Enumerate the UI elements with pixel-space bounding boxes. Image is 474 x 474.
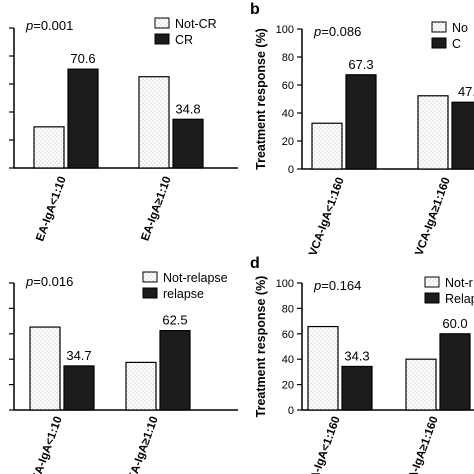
y-tick-label: 80	[282, 303, 294, 315]
bar-relapse	[159, 330, 191, 411]
data-label: 34.8	[175, 101, 200, 116]
legend-label: No	[452, 21, 468, 35]
legend-swatch	[424, 276, 440, 288]
chart-panel-3: p=0.016 34.7 EA-IgA<1:10 62.5 EA-IgA≥1:10 Not…	[9, 271, 238, 474]
legend-swatch	[431, 37, 447, 49]
bar-C	[345, 74, 377, 170]
y-tick-label: 40	[282, 354, 294, 366]
p-value-label: p=0.001	[25, 18, 73, 33]
y-tick-label: 60	[282, 329, 294, 341]
y-tick-label: 40	[282, 108, 294, 120]
bar-No	[311, 122, 343, 170]
chart-panel-2: 0 20 40 60 80 100 Treatment response (%) b p=0.0…	[250, 1, 474, 258]
legend-label: C	[452, 37, 461, 51]
bar-Not-r	[405, 358, 437, 411]
y-tick-label: 0	[288, 405, 294, 417]
bar-No	[417, 95, 449, 170]
chart-panel-4: 0 20 40 60 80 100 Treatment response (%) d p=0.1…	[250, 255, 474, 474]
data-label: 62.5	[162, 313, 187, 328]
y-tick-label: 20	[282, 380, 294, 392]
chart-panel-1: p=0.001 70.6 EA-IgA<1:10 34.8 EA-IgA≥1:10 Not…	[9, 17, 238, 243]
legend-swatch	[154, 33, 170, 45]
x-tick-label: EA-IgA≥1:10	[126, 415, 160, 474]
data-label: 34.7	[66, 348, 91, 363]
legend-swatch	[142, 287, 158, 299]
legend-label: Relap	[445, 292, 474, 306]
data-label: 47.	[458, 84, 474, 99]
legend-swatch	[154, 17, 170, 29]
bar-C	[451, 101, 474, 170]
x-tick-label: VCA-IgA≥1:160	[413, 176, 452, 257]
bar-CR	[67, 68, 99, 169]
y-tick-label: 20	[282, 136, 294, 148]
bar-Not-CR	[138, 76, 170, 169]
legend-label: CR	[175, 33, 193, 47]
data-label: 70.6	[70, 51, 95, 66]
bar-Not-relapse	[125, 361, 157, 411]
legend-label: relapse	[163, 287, 204, 301]
bar-Not-CR	[33, 126, 65, 169]
legend-swatch	[431, 21, 447, 33]
y-axis-label: Treatment response (%)	[254, 276, 268, 418]
p-value-label: p=0.016	[25, 274, 73, 289]
x-tick-label: VCA-IgA<1:160	[307, 176, 347, 258]
bar-CR	[172, 118, 204, 169]
x-tick-label: VCA-IgA<1:160	[303, 415, 343, 474]
panel-letter: d	[250, 255, 260, 272]
legend-label: Not-CR	[175, 17, 217, 31]
y-tick-label: 60	[282, 80, 294, 92]
bar-Relap	[341, 365, 373, 411]
bar-Relap	[439, 333, 471, 411]
panel-letter: b	[250, 1, 260, 18]
legend-label: Not-relapse	[163, 271, 228, 285]
y-tick-label: 100	[276, 278, 294, 290]
legend-swatch	[424, 292, 440, 304]
legend-label: Not-r	[445, 276, 473, 290]
x-tick-label: EA-IgA<1:10	[34, 175, 69, 243]
data-label: 67.3	[348, 57, 373, 72]
y-tick-label: 100	[276, 24, 294, 36]
bar-relapse	[63, 365, 95, 411]
x-tick-label: EA-IgA≥1:10	[139, 175, 173, 243]
data-label: 34.3	[344, 348, 369, 363]
p-value-label: p=0.086	[313, 24, 361, 39]
x-tick-label: EA-IgA<1:10	[30, 415, 65, 474]
x-tick-label: VCA-IgA≥1:160	[401, 415, 440, 474]
data-label: 60.0	[442, 316, 467, 331]
y-axis-label: Treatment response (%)	[254, 28, 268, 170]
y-tick-label: 80	[282, 52, 294, 64]
bar-Not-r	[307, 325, 339, 411]
bar-Not-relapse	[29, 326, 61, 411]
y-tick-label: 0	[288, 164, 294, 176]
legend-swatch	[142, 271, 158, 283]
p-value-label: p=0.164	[313, 278, 361, 293]
